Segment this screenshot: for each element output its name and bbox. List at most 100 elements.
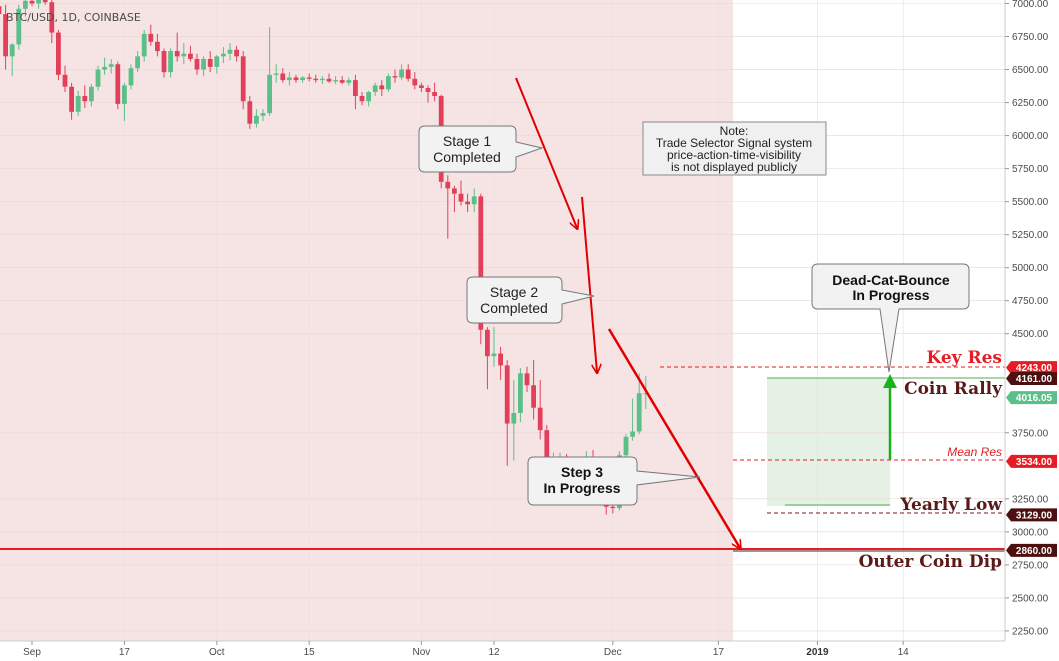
candle [419, 82, 424, 93]
y-tick-label: 4500.00 [1012, 329, 1049, 340]
candle [346, 77, 352, 86]
candle [69, 82, 74, 120]
price-badge-bg [1006, 361, 1057, 375]
candle [0, 6, 2, 15]
callout-stage2: Stage 2 Completed [466, 276, 595, 324]
candle-body [511, 412, 517, 424]
candle-body [69, 86, 74, 112]
candle-body [636, 393, 642, 432]
candle [201, 56, 206, 77]
candle [227, 43, 233, 61]
candle-body [300, 77, 305, 81]
candle [366, 90, 371, 107]
candle-body [207, 58, 213, 67]
y-tick-label: 2750.00 [1012, 560, 1049, 571]
x-tick-label: 14 [898, 647, 910, 658]
candle [531, 360, 536, 420]
candle-body [227, 49, 233, 54]
x-tick-label: Sep [23, 647, 41, 658]
candle-body [82, 95, 88, 102]
candle [485, 327, 490, 390]
price-badge-label: 2860.00 [1016, 546, 1053, 557]
candle [89, 84, 94, 107]
candle-body [108, 64, 114, 67]
candle [240, 51, 246, 110]
candle [161, 48, 167, 78]
candle [141, 29, 147, 62]
candle [95, 65, 101, 91]
shaded-history-region [0, 0, 733, 641]
candle-body [23, 0, 28, 9]
candle [491, 327, 497, 367]
y-tick-label: 2500.00 [1012, 593, 1049, 604]
coin-rally-label: Coin Rally [904, 379, 1003, 399]
chart-title: BTC/USD, 1D, COINBASE [6, 11, 141, 24]
candle-body [432, 92, 437, 96]
candle-body [240, 56, 246, 102]
candle [56, 29, 61, 81]
candle [254, 109, 259, 128]
candle-body [115, 64, 121, 104]
candle-body [148, 33, 154, 42]
candle [372, 82, 378, 96]
y-tick-label: 5250.00 [1012, 230, 1049, 241]
candle-body [155, 41, 160, 52]
y-axis[interactable]: 7000.00 6750.00 6500.00 6250.00 6000.00 5750.… [1005, 0, 1049, 637]
candle [392, 69, 398, 83]
callout-step3: Step 3 In Progress [527, 456, 701, 506]
candle [174, 32, 180, 62]
y-tick-label: 6250.00 [1012, 98, 1049, 109]
candle-body [194, 58, 200, 70]
step3-arrow [607, 328, 740, 548]
candle [267, 27, 272, 116]
candle-body [333, 80, 338, 82]
x-axis[interactable]: Sep 17 Oct 15 Nov 12 Dec 17 2019 14 [23, 641, 909, 658]
callout-step3-line1: Step 3 [561, 464, 603, 480]
candle [135, 51, 140, 73]
candle-body [287, 77, 292, 81]
candle [445, 175, 451, 239]
y-tick-label: 7000.00 [1012, 0, 1049, 10]
candle-body [260, 113, 266, 116]
callout-stage2-line1: Stage 2 [490, 284, 538, 300]
candle [287, 72, 292, 86]
candle-body [3, 14, 8, 57]
candle-body [102, 66, 107, 70]
callout-stage1-line1: Stage 1 [443, 133, 491, 149]
note-box: Note: Trade Selector Signal system price… [642, 121, 827, 176]
candle-body [56, 32, 61, 75]
candle [630, 398, 635, 441]
candle-body [425, 88, 431, 93]
candle-body [174, 51, 180, 57]
candle [471, 188, 477, 213]
candle-body [372, 85, 378, 93]
candle-body [89, 86, 94, 102]
candle-body [0, 6, 2, 15]
y-tick-label: 3250.00 [1012, 494, 1049, 505]
candle [260, 109, 266, 122]
price-badge-label: 4161.00 [1016, 374, 1053, 385]
candle-body [320, 78, 325, 81]
candle-body [359, 95, 365, 102]
y-tick-label: 6000.00 [1012, 131, 1049, 142]
candle-body [445, 181, 451, 189]
candle [214, 55, 220, 74]
candle-body [405, 69, 411, 79]
candle-body [392, 76, 398, 78]
x-tick-label: 2019 [806, 647, 829, 658]
candle [313, 74, 319, 83]
candle [49, 0, 55, 44]
candle [148, 24, 154, 46]
candle-body [353, 80, 358, 96]
candle-body [273, 73, 279, 75]
y-tick-label: 5000.00 [1012, 263, 1049, 274]
candle [16, 4, 22, 50]
candle-body [9, 44, 15, 57]
stage2-arrow [581, 196, 597, 372]
candle [339, 76, 345, 85]
candle-body [504, 365, 510, 424]
candle [412, 72, 418, 90]
outer-coin-dip-label: Outer Coin Dip [859, 552, 1003, 572]
